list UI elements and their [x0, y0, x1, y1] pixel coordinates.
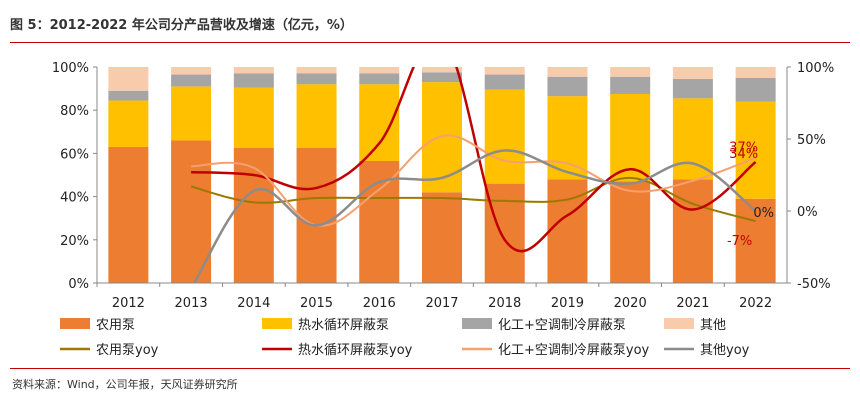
bar-1-2020	[610, 94, 651, 182]
line-series-1	[191, 67, 757, 253]
bar-0-2012	[108, 146, 149, 283]
bar-1-2016	[359, 84, 400, 161]
x-tick-label: 2020	[614, 296, 647, 311]
legend-swatch	[262, 318, 292, 329]
bar-1-2014	[233, 87, 274, 148]
bar-0-2015	[296, 148, 337, 283]
bar-0-2018	[484, 183, 525, 283]
legend-swatch	[60, 318, 90, 329]
bar-2-2012	[108, 90, 149, 101]
legend-label: 其他yoy	[700, 343, 750, 358]
bar-3-2018	[484, 67, 525, 75]
legend-swatch	[664, 318, 694, 329]
bar-1-2013	[171, 86, 212, 141]
bar-3-2013	[171, 67, 212, 75]
bar-1-2012	[108, 100, 149, 147]
line-layer	[190, 67, 757, 283]
x-tick-label: 2013	[175, 296, 208, 311]
right-tick-label: -50%	[797, 277, 831, 292]
right-tick-label: 50%	[797, 133, 826, 148]
legend-label: 其他	[700, 318, 726, 333]
bar-1-2022	[735, 101, 776, 199]
chart-title: 图 5：2012-2022 年公司分产品营收及增速（亿元，%）	[10, 18, 353, 33]
bar-2-2018	[484, 74, 525, 90]
bar-0-2017	[422, 192, 462, 283]
bar-3-2014	[233, 67, 274, 74]
line-series-3	[193, 149, 757, 283]
bar-0-2022	[735, 198, 776, 283]
bar-0-2014	[233, 148, 274, 283]
bar-2-2019	[547, 76, 588, 97]
bar-2-2016	[359, 73, 400, 85]
legend-swatch	[462, 318, 492, 329]
bar-1-2021	[672, 98, 713, 180]
right-tick-label: 100%	[797, 61, 834, 76]
line-series-2	[191, 134, 756, 227]
axes-layer: 0% 20% 40% 60% 80% 100% -50% 0% 50% 100% 2012 2013 2…	[52, 61, 834, 311]
bar-3-2022	[735, 67, 776, 78]
left-tick-label: 100%	[52, 61, 89, 76]
right-tick-label: 0%	[797, 205, 818, 220]
legend-label: 化工+空调制冷屏蔽泵yoy	[498, 343, 650, 358]
legend-label: 热水循环屏蔽泵yoy	[298, 343, 413, 358]
x-tick-label: 2022	[739, 296, 772, 311]
x-tick-label: 2017	[425, 296, 458, 311]
bar-2-2013	[171, 74, 212, 87]
annotation-label: 0%	[753, 206, 774, 221]
legend-label: 农用泵yoy	[96, 343, 159, 358]
bar-3-2015	[296, 67, 337, 74]
footer-divider	[10, 368, 850, 369]
x-tick-label: 2019	[551, 296, 584, 311]
bar-2-2020	[610, 76, 651, 94]
x-tick-label: 2012	[112, 296, 145, 311]
annotation-label: 37%	[729, 141, 758, 156]
bar-3-2021	[672, 67, 713, 79]
bar-2-2021	[672, 78, 713, 99]
annotation-layer: 37%34% 0%-7%	[727, 141, 774, 249]
x-tick-label: 2016	[363, 296, 396, 311]
bar-3-2019	[547, 67, 588, 77]
bar-layer	[108, 67, 776, 283]
bar-3-2017	[422, 67, 462, 73]
bar-2-2022	[735, 77, 776, 102]
bar-2-2017	[422, 72, 462, 83]
chart-svg: 0% 20% 40% 60% 80% 100% -50% 0% 50% 100% 2012 2013 2…	[52, 61, 834, 358]
x-tick-label: 2018	[488, 296, 521, 311]
left-tick-label: 0%	[68, 277, 89, 292]
source-note: 资料来源：Wind，公司年报，天风证券研究所	[12, 378, 238, 391]
bar-3-2020	[610, 67, 651, 77]
x-tick-label: 2021	[676, 296, 709, 311]
bar-0-2019	[547, 179, 588, 283]
bar-1-2015	[296, 84, 337, 148]
left-tick-label: 20%	[60, 234, 89, 249]
bar-3-2012	[108, 67, 149, 91]
legend-label: 农用泵	[96, 318, 135, 333]
title-divider	[10, 42, 850, 43]
x-tick-label: 2015	[300, 296, 333, 311]
bar-3-2016	[359, 67, 400, 74]
bar-2-2014	[233, 73, 274, 88]
left-tick-label: 80%	[60, 104, 89, 119]
bar-1-2019	[547, 96, 588, 180]
left-tick-label: 40%	[60, 191, 89, 206]
bar-1-2018	[484, 89, 525, 184]
annotation-label: -7%	[727, 234, 752, 249]
legend-label: 化工+空调制冷屏蔽泵	[498, 318, 626, 333]
bar-0-2020	[610, 181, 651, 283]
legend-label: 热水循环屏蔽泵	[298, 318, 389, 333]
x-tick-label: 2014	[237, 296, 270, 311]
bar-0-2021	[672, 179, 713, 283]
bar-2-2015	[296, 73, 337, 85]
annotation-label: 34%	[729, 147, 758, 162]
left-tick-label: 60%	[60, 147, 89, 162]
